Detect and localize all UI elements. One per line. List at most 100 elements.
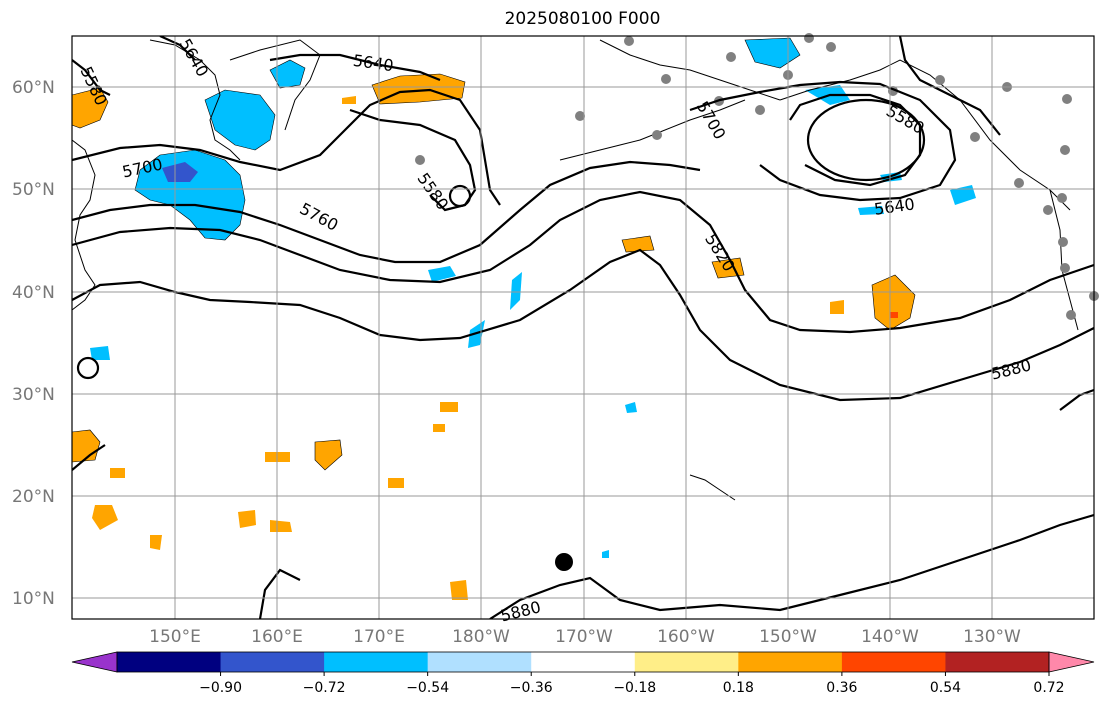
- station-dot-large: [555, 553, 573, 571]
- contour-5880-west: [72, 444, 106, 471]
- lon-label: 130°W: [963, 627, 1021, 647]
- colorbar-tick-label: −0.36: [510, 680, 553, 696]
- colorbar-segment: [324, 652, 429, 672]
- contour-label: 5580: [413, 169, 452, 213]
- colorbar-tick-label: 0.36: [826, 680, 857, 696]
- pos-shade-mid: [621, 235, 655, 253]
- station-dot: [661, 74, 671, 84]
- station-dot: [1060, 263, 1070, 273]
- colorbar-tick-label: −0.18: [613, 680, 656, 696]
- contour-5880-mid: [72, 248, 1094, 402]
- neg-shade-small-8: [625, 402, 637, 413]
- station-dot: [804, 33, 814, 43]
- lon-label: 170°E: [353, 627, 405, 647]
- neg-shade-small-3: [950, 185, 976, 205]
- colorbar-segment: [531, 652, 636, 672]
- lat-label: 20°N: [12, 487, 55, 507]
- map-title: 2025080100 F000: [504, 9, 661, 29]
- neg-shade-small-4: [428, 266, 456, 282]
- lon-label: 170°W: [555, 627, 613, 647]
- contour-5700-w: [72, 88, 501, 206]
- pos-shade-w7: [150, 535, 162, 550]
- colorbar-segment: [841, 652, 946, 672]
- colorbar-segment: [738, 652, 843, 672]
- station-dot: [1062, 94, 1072, 104]
- pos-shade-w11: [110, 468, 125, 478]
- contour-5880-south: [489, 513, 1094, 619]
- pos-shade-w6: [270, 520, 292, 532]
- contour-5700-alaska: [689, 80, 957, 202]
- pos-shade-east: [871, 274, 916, 331]
- colorbar-tick-label: −0.72: [303, 680, 346, 696]
- coast-na-west: [1049, 189, 1079, 331]
- pos-shade-small-a: [342, 96, 356, 104]
- contour-5640-n: [269, 53, 441, 82]
- station-dot: [1060, 145, 1070, 155]
- lat-label: 60°N: [12, 78, 55, 98]
- colorbar: −0.90 −0.72 −0.54 −0.36 −0.18 0.18 0.36 0.54 0.7…: [71, 651, 1095, 696]
- lon-label: 150°W: [759, 627, 817, 647]
- contour-5580-gulf: [806, 98, 926, 182]
- neg-shade-small-2: [858, 206, 884, 215]
- pos-shade-north-center: [371, 73, 466, 105]
- lon-label: 160°W: [657, 627, 715, 647]
- station-dot: [755, 105, 765, 115]
- coast-bering: [599, 39, 781, 101]
- pos-shade-w5: [238, 510, 256, 528]
- neg-shade-alaska: [744, 37, 801, 69]
- contour-5760-w: [72, 160, 701, 264]
- colorbar-segment: [634, 652, 739, 672]
- contour-5580-closed: [448, 184, 472, 208]
- contour-5640-nw: [159, 36, 196, 61]
- neg-shade-north: [269, 59, 306, 89]
- pos-shade-w10: [450, 580, 468, 600]
- pos-shade-east-core: [890, 312, 898, 318]
- pos-shade-nw: [72, 87, 109, 129]
- contour-label: 5820: [701, 230, 739, 275]
- lon-axis-labels: 150°E 160°E 170°E 180°W 170°W 160°W 150°…: [149, 627, 1021, 647]
- colorbar-tick-label: 0.72: [1033, 680, 1064, 696]
- colorbar-tick-label: 0.18: [723, 680, 754, 696]
- station-dot: [970, 132, 980, 142]
- colorbar-frame: [116, 651, 1050, 673]
- lon-label: 140°W: [861, 627, 919, 647]
- colorbar-segment: [220, 652, 325, 672]
- colorbar-segment: [427, 652, 532, 672]
- pos-shade-w9: [433, 424, 445, 432]
- pos-shade-w2: [92, 505, 118, 530]
- station-dot: [1043, 205, 1053, 215]
- neg-shade-small-9: [602, 550, 609, 558]
- colorbar-extend-low: [71, 651, 118, 673]
- pos-shade-east-b: [830, 300, 844, 314]
- anomaly-shading: [72, 37, 976, 600]
- contour-5820-w: [72, 190, 1094, 334]
- lat-label: 50°N: [12, 180, 55, 200]
- contour-label: 5880: [499, 597, 543, 625]
- neg-shade-okhotsk: [204, 89, 276, 151]
- contour-label: 5640: [352, 51, 395, 75]
- station-dot: [1057, 193, 1067, 203]
- coast-hawaii: [689, 474, 736, 501]
- contour-label: 5880: [989, 355, 1033, 383]
- contour-label: 5760: [297, 199, 342, 235]
- neg-shade-core: [162, 162, 198, 182]
- station-dot: [726, 52, 736, 62]
- colorbar-segment: [117, 652, 222, 672]
- lon-label: 160°E: [251, 627, 303, 647]
- pos-shade-w3: [314, 439, 343, 471]
- contour-5580-low: [349, 108, 477, 212]
- contour-5880-se: [1059, 388, 1094, 411]
- contour-5580-west: [72, 59, 111, 96]
- station-dot: [1058, 237, 1068, 247]
- contour-5640-gulf: [789, 93, 922, 187]
- pos-shade-w12: [388, 478, 404, 488]
- station-dots: [415, 33, 1099, 571]
- neg-shade-small-7: [90, 346, 110, 360]
- coast-asia: [72, 139, 96, 311]
- coast-aleutians: [559, 99, 746, 161]
- station-dot: [415, 155, 425, 165]
- lat-label: 10°N: [12, 589, 55, 609]
- colorbar-tick-label: −0.90: [199, 680, 242, 696]
- contour-label: 5640: [175, 35, 212, 80]
